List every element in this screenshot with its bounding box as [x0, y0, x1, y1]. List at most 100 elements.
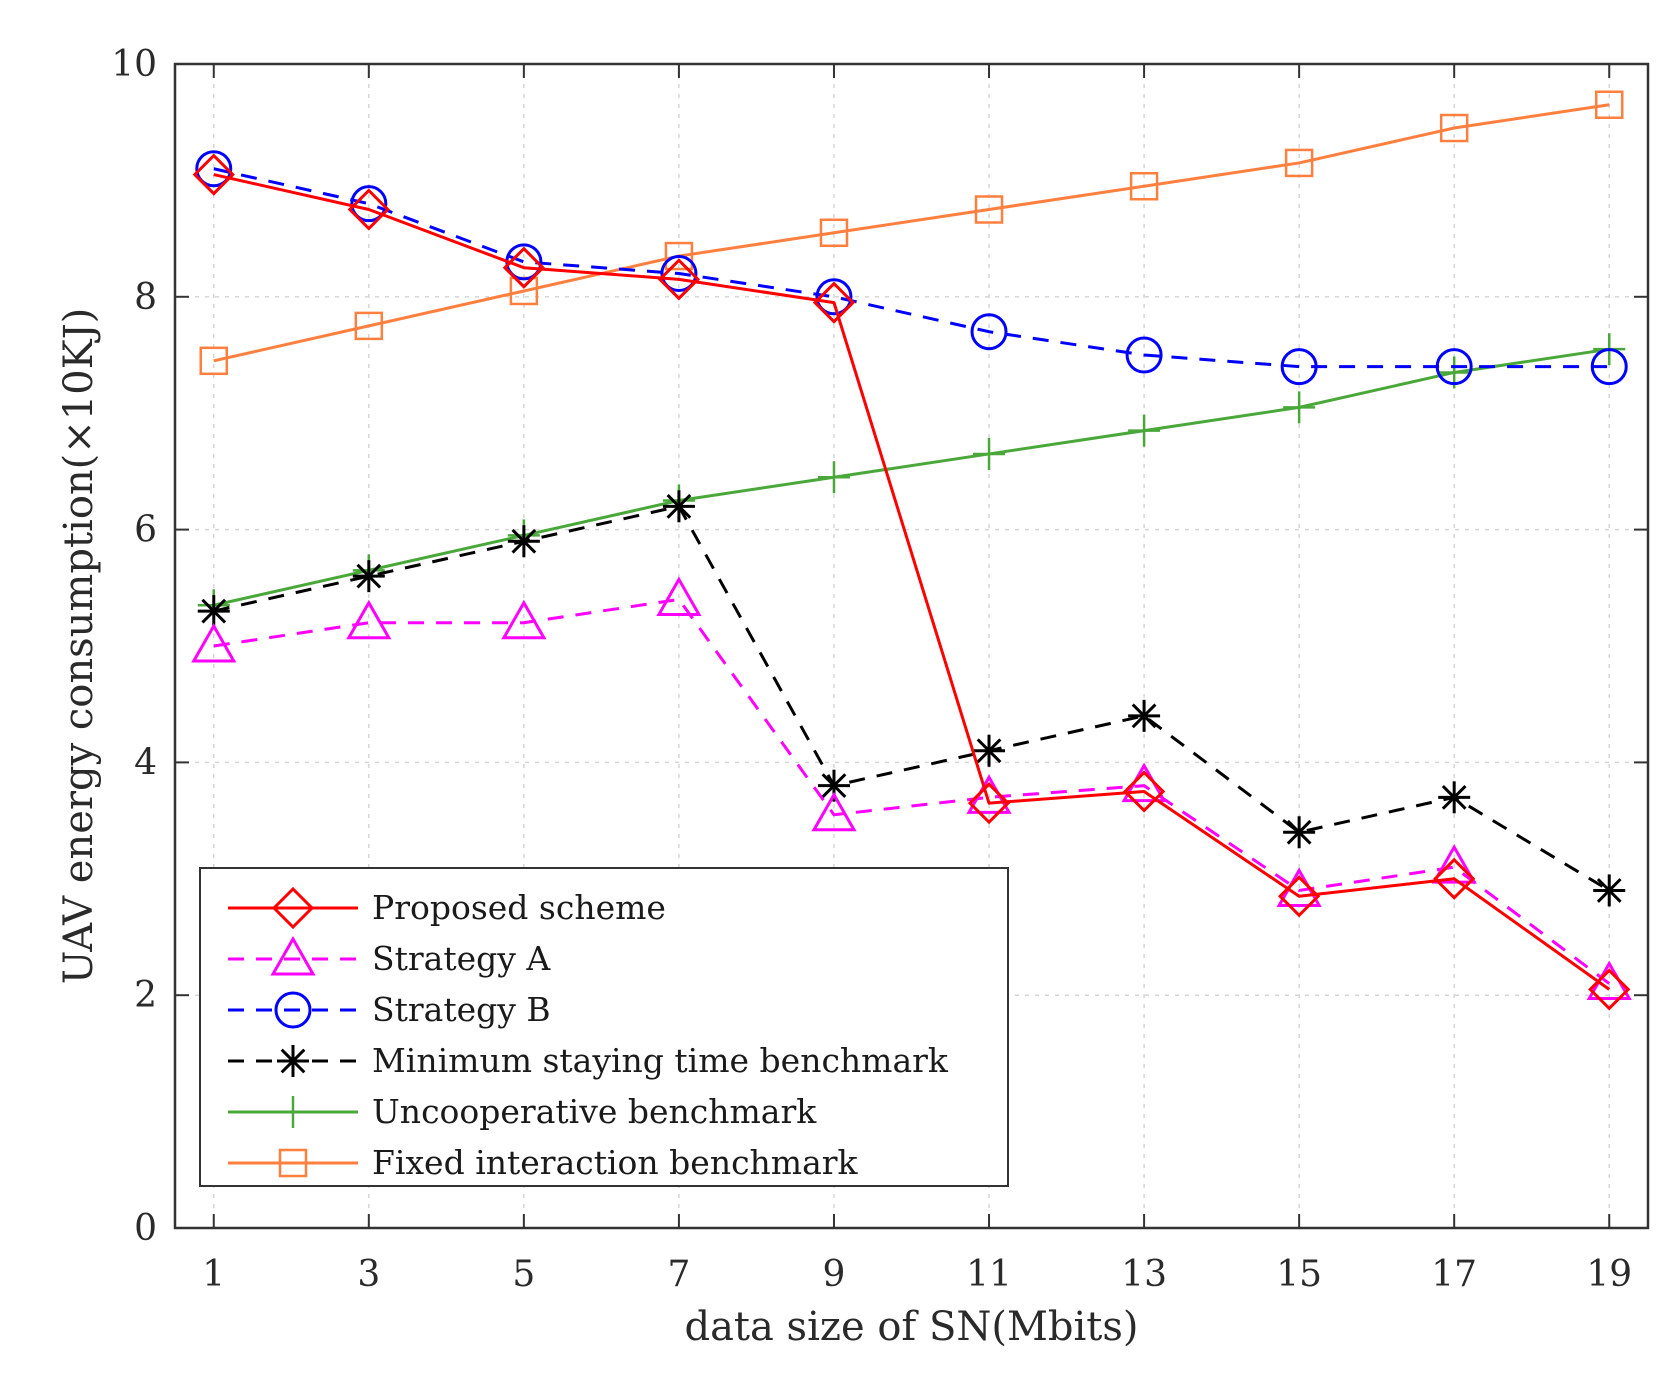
series-proposed-scheme [192, 153, 1631, 1011]
data-point [347, 188, 390, 231]
y-tick-label: 6 [134, 510, 157, 551]
legend-item: Minimum staying time benchmark [228, 1041, 949, 1080]
triangle-marker-shape [1431, 844, 1477, 884]
data-point [1280, 348, 1318, 386]
data-point [656, 576, 702, 616]
star-marker-stroke [1596, 878, 1622, 903]
series-line [213, 173, 1611, 991]
data-point [1594, 90, 1624, 119]
x-tick-label: 3 [357, 1254, 380, 1295]
legend-label: Proposed scheme [372, 888, 666, 927]
series-line [213, 103, 1610, 363]
triangle-marker-shape [270, 935, 316, 976]
triangle-marker-shape [346, 599, 392, 640]
data-point [507, 525, 540, 558]
data-point [191, 622, 237, 663]
star-marker-stroke [976, 738, 1002, 764]
circle-marker-shape [1280, 348, 1318, 386]
series-line [213, 504, 1611, 892]
circle-marker-shape [815, 278, 853, 316]
legend-label: Strategy B [372, 990, 551, 1029]
triangle-marker-shape [811, 791, 857, 832]
diamond-marker-shape [1588, 968, 1631, 1011]
square-marker-shape [1284, 148, 1314, 178]
data-point [197, 595, 230, 628]
triangle-marker-shape [656, 576, 702, 616]
data-point [192, 153, 235, 196]
circle-marker-shape [970, 313, 1008, 351]
data-point [1588, 968, 1631, 1011]
series-minimum-staying-time-benchmark [197, 490, 1626, 907]
data-point [195, 150, 233, 188]
x-axis-label: data size of SN(Mbits) [684, 1304, 1138, 1350]
data-point [501, 599, 547, 640]
legend-item: Strategy B [228, 990, 551, 1029]
x-tick-label: 11 [966, 1254, 1012, 1295]
data-point [1125, 336, 1163, 374]
square-marker-shape [664, 241, 694, 271]
square-marker-shape [974, 195, 1004, 224]
x-tick-label: 13 [1121, 1254, 1167, 1295]
x-tick-label: 9 [823, 1254, 846, 1295]
data-point [974, 195, 1004, 224]
diamond-marker-shape [347, 188, 390, 231]
diamond-marker-shape [271, 886, 315, 930]
legend-label: Minimum staying time benchmark [372, 1041, 949, 1080]
star-marker-stroke [201, 598, 227, 624]
series-line [213, 347, 1610, 607]
legend-marker [277, 1096, 309, 1128]
y-tick-label: 4 [134, 742, 157, 783]
data-point [1593, 874, 1626, 907]
data-point [1283, 816, 1316, 849]
data-point [502, 246, 545, 289]
data-point [1431, 844, 1477, 884]
data-point [973, 734, 1006, 767]
data-point [1435, 348, 1473, 386]
legend-label: Strategy A [372, 939, 551, 978]
circle-marker-shape [1435, 348, 1473, 386]
legend-box [199, 867, 1009, 1187]
legend-item: Uncooperative benchmark [228, 1092, 817, 1131]
star-marker-stroke [511, 528, 537, 554]
series-line [213, 167, 1610, 369]
star-marker-stroke [280, 1048, 306, 1074]
data-point [819, 218, 849, 248]
square-marker-shape [1129, 171, 1159, 201]
data-point [1278, 875, 1321, 918]
data-point [1438, 781, 1471, 814]
legend-marker [270, 935, 316, 976]
circle-marker-shape [350, 185, 388, 223]
data-point [967, 782, 1011, 825]
diamond-marker-shape [192, 153, 235, 196]
data-point [354, 311, 384, 341]
y-tick-label: 10 [111, 44, 157, 85]
square-marker-shape [1439, 113, 1469, 143]
diamond-marker-shape [1278, 875, 1321, 918]
legend-label: Fixed interaction benchmark [372, 1143, 859, 1182]
data-point [199, 346, 229, 376]
data-point [1283, 391, 1316, 424]
circle-marker-shape [274, 991, 312, 1029]
data-point [1590, 348, 1628, 386]
legend-marker [274, 991, 312, 1029]
star-marker-stroke [666, 493, 692, 519]
triangle-marker-shape [501, 599, 547, 640]
y-tick-label: 0 [134, 1208, 157, 1249]
series-line [213, 597, 1611, 985]
data-point [1129, 171, 1159, 201]
circle-marker-shape [1125, 336, 1163, 374]
diamond-marker-shape [1433, 857, 1476, 900]
data-point [664, 241, 694, 271]
legend-marker [271, 886, 315, 930]
data-point [1128, 699, 1161, 732]
legend-item: Strategy A [228, 935, 551, 978]
data-point [1439, 113, 1469, 143]
star-marker-stroke [1441, 784, 1467, 810]
circle-marker-shape [195, 150, 233, 188]
x-tick-label: 5 [512, 1254, 535, 1295]
data-point [970, 313, 1008, 351]
data-point [660, 255, 698, 293]
star-marker-stroke [356, 563, 382, 589]
